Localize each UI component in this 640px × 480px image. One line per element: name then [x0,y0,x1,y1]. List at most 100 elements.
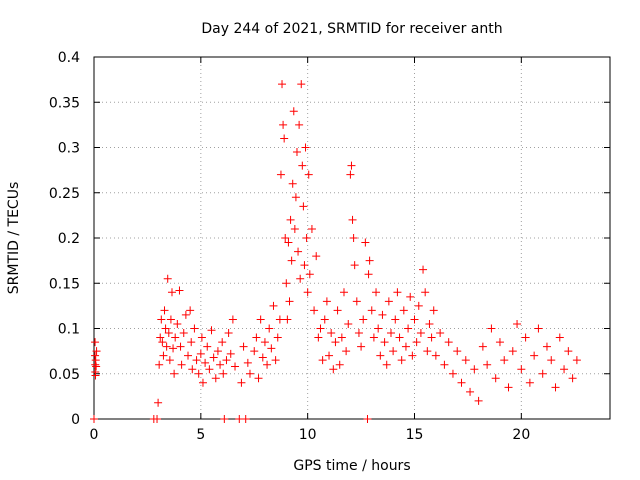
data-point-0-13 [156,333,165,342]
data-point-0-103 [302,234,311,242]
data-point-0-199 [564,347,573,356]
data-point-0-181 [487,324,496,333]
data-point-0-155 [404,324,413,333]
data-point-0-120 [335,360,344,369]
data-point-0-184 [500,356,509,365]
data-point-0-121 [337,333,346,342]
data-point-0-43 [198,378,207,387]
data-point-0-102 [301,143,310,152]
data-point-0-19 [162,342,171,351]
data-point-0-18 [161,324,170,333]
data-point-0-196 [551,383,560,392]
data-point-0-192 [534,324,543,333]
data-point-0-167 [429,306,438,315]
data-point-0-45 [203,342,212,351]
data-point-0-175 [461,356,470,365]
data-point-0-159 [412,338,421,347]
data-point-0-90 [288,179,297,188]
data-point-0-177 [470,365,479,374]
data-point-0-188 [517,365,526,374]
data-point-0-85 [283,315,292,324]
data-point-0-84 [282,279,291,288]
data-point-0-11 [154,398,163,407]
data-point-0-83 [281,234,290,242]
data-point-0-170 [440,360,449,369]
data-point-0-193 [538,369,547,378]
data-point-0-189 [521,333,530,342]
data-point-0-82 [280,134,289,143]
data-point-0-127 [348,215,357,224]
data-point-0-88 [286,215,295,224]
data-point-0-118 [331,338,340,347]
data-point-0-139 [369,333,378,342]
data-point-0-35 [186,306,195,315]
data-point-0-140 [372,288,381,297]
data-point-0-21 [164,329,173,338]
data-point-0-63 [241,415,250,423]
data-point-0-38 [190,324,199,333]
data-point-0-126 [347,161,356,170]
data-point-0-95 [294,247,303,256]
data-point-0-168 [431,351,440,360]
data-point-0-1 [91,351,100,360]
data-point-0-161 [416,329,425,338]
data-point-0-110 [314,333,323,342]
data-point-0-51 [216,360,225,369]
data-point-0-8 [90,415,98,423]
data-point-0-160 [414,301,423,310]
data-point-0-89 [287,256,296,265]
chart-title: Day 244 of 2021, SRMTID for receiver ant… [201,21,502,37]
x-tick-label-2: 10 [299,427,317,443]
data-point-0-134 [361,238,370,247]
data-point-0-156 [406,292,415,301]
data-point-0-124 [344,319,353,328]
data-point-0-96 [295,120,304,129]
data-point-0-182 [491,374,500,383]
data-point-0-55 [222,356,231,365]
data-point-0-178 [474,396,483,405]
x-tick-label-0: 0 [90,427,99,443]
data-point-0-14 [157,315,166,324]
y-tick-label-8: 0.4 [58,50,80,66]
data-point-0-149 [391,315,400,324]
data-point-0-106 [305,270,314,279]
data-point-0-201 [572,356,581,365]
data-point-0-123 [342,347,351,356]
data-point-0-7 [92,347,101,356]
data-point-0-111 [316,324,325,333]
data-point-0-87 [285,297,294,306]
data-point-0-97 [296,274,305,283]
data-point-0-119 [333,306,342,315]
tick-layer: 0 5 10 15 20 0 0.05 0.1 0.15 0.2 0.25 0.3 0.35 0.4 [49,50,610,443]
data-point-0-185 [504,383,513,392]
data-point-0-157 [408,351,417,360]
data-point-0-174 [457,378,466,387]
data-point-0-52 [218,338,227,347]
data-point-0-153 [399,306,408,315]
data-point-0-78 [275,315,284,324]
data-point-0-186 [508,347,517,356]
data-point-0-25 [169,344,178,353]
data-point-0-115 [325,351,334,360]
data-point-0-24 [167,288,176,297]
data-point-0-31 [177,360,186,369]
data-point-0-39 [192,356,201,365]
x-tick-label-1: 5 [196,427,205,443]
data-point-0-197 [555,333,564,342]
data-point-0-200 [568,374,577,383]
data-point-0-59 [231,362,240,371]
data-point-0-176 [466,387,475,396]
data-point-0-4 [91,371,100,380]
data-point-0-56 [224,329,233,338]
data-point-0-34 [184,351,193,360]
data-point-0-73 [265,324,274,333]
data-point-0-0 [91,338,100,347]
data-point-0-150 [393,288,402,297]
data-point-0-195 [547,356,556,365]
data-point-0-171 [444,338,453,347]
data-point-0-93 [291,193,300,202]
data-point-0-152 [397,356,406,365]
data-point-0-116 [327,329,336,338]
